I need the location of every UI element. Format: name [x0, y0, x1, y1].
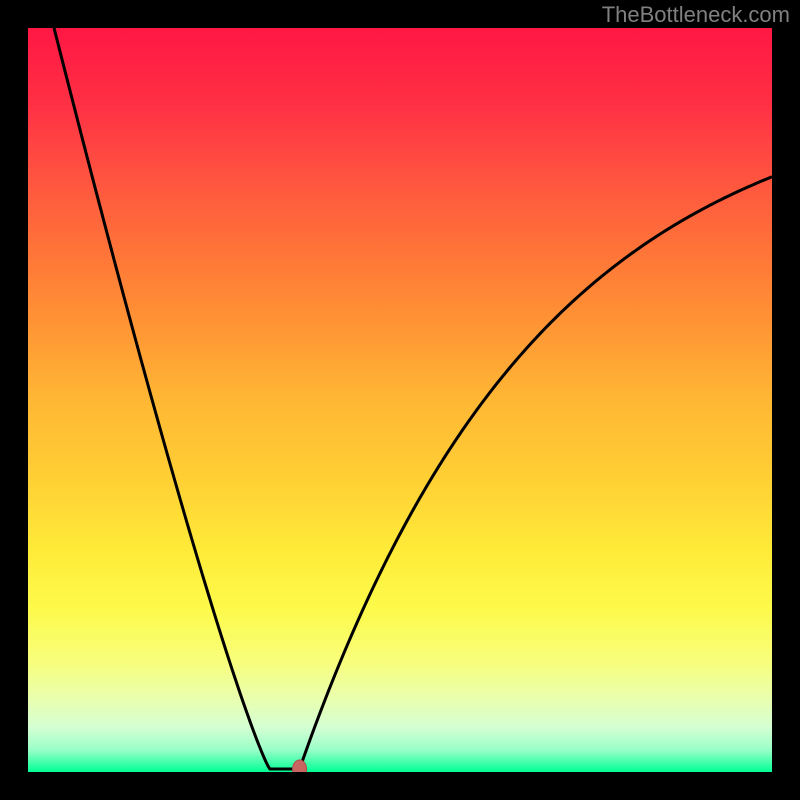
watermark-text: TheBottleneck.com [602, 2, 790, 28]
plot-background [28, 28, 772, 772]
bottleneck-chart [28, 28, 772, 772]
plot-area [28, 28, 772, 772]
